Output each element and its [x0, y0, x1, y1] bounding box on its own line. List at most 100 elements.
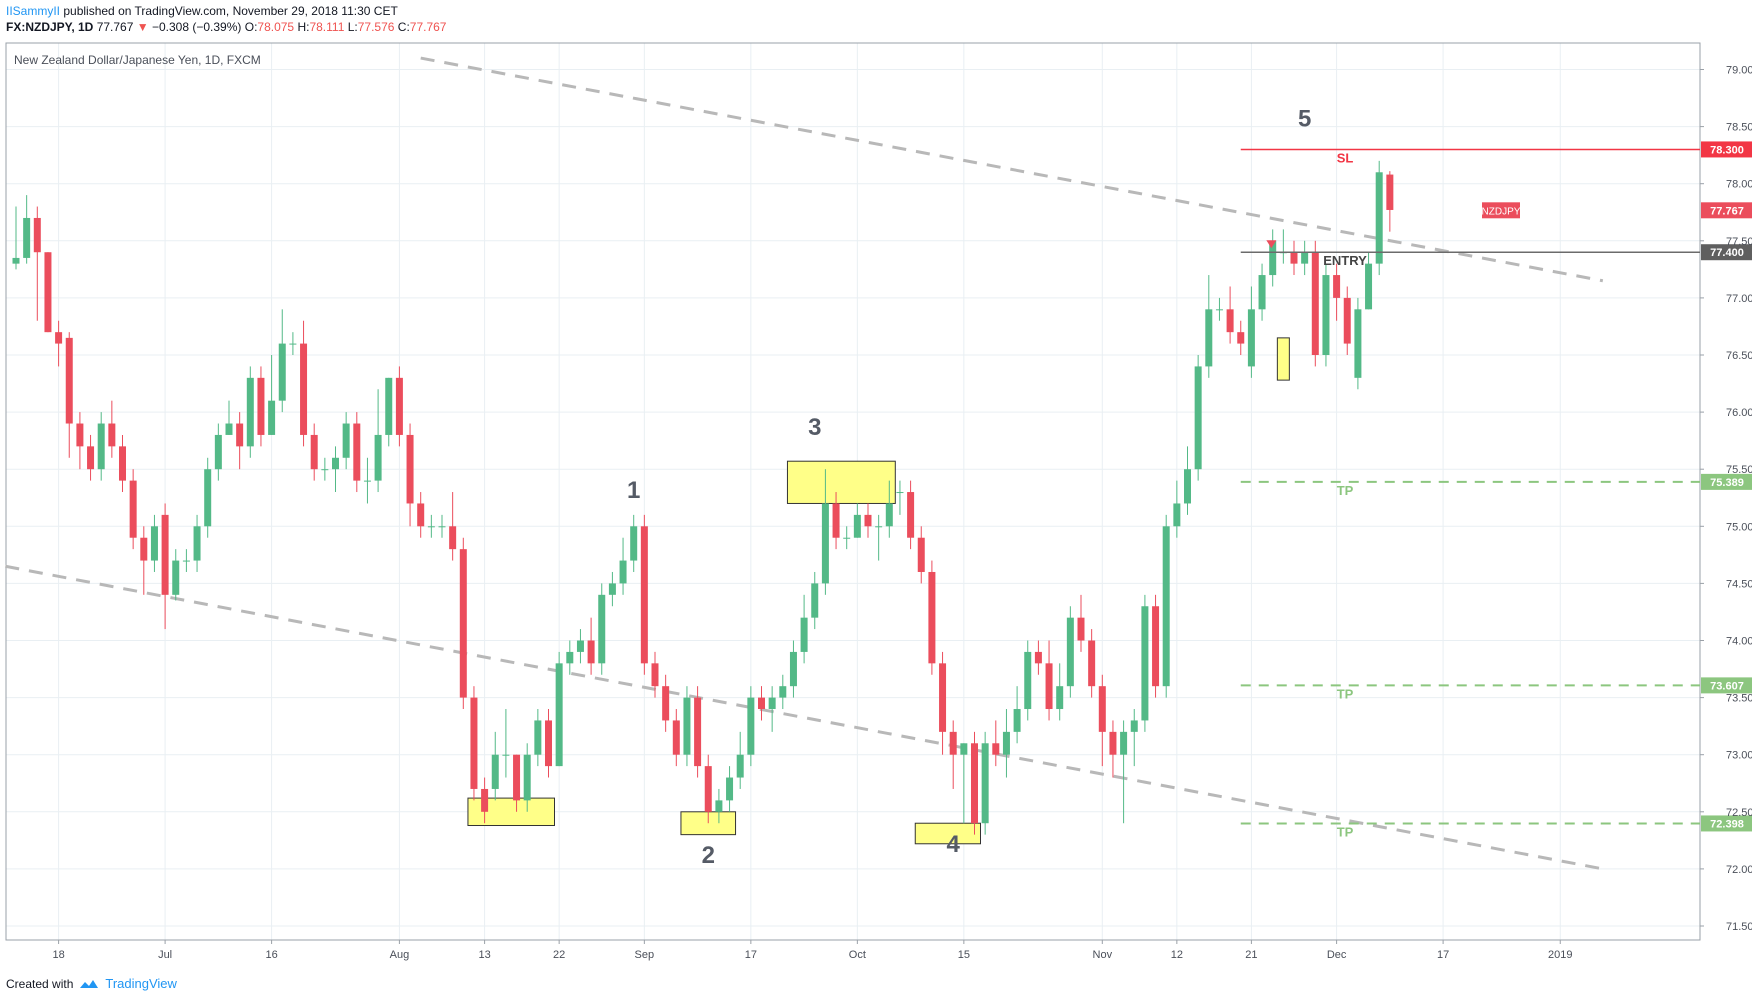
candle-body — [1024, 651, 1032, 710]
candle-body — [917, 537, 925, 572]
candle-body — [417, 503, 425, 527]
tradingview-logo-icon — [80, 979, 99, 988]
candle-body — [885, 503, 893, 527]
candle-body — [1088, 640, 1096, 687]
highlight-box — [467, 797, 556, 827]
candle-body — [1343, 297, 1351, 344]
candle-body — [257, 377, 265, 435]
price-tag — [1701, 141, 1752, 158]
candle-body — [1120, 731, 1128, 755]
y-tick-label: 78.000 — [1726, 179, 1752, 191]
candle-body — [33, 217, 41, 253]
y-tick-label: 75.500 — [1726, 464, 1752, 476]
x-tick-label: Sep — [635, 949, 655, 961]
last-price: 77.767 — [96, 20, 134, 34]
candle-body — [939, 663, 947, 732]
candle-body — [65, 337, 73, 424]
price-tag — [1701, 244, 1752, 261]
candle-body — [342, 423, 350, 458]
candle-body — [747, 697, 755, 755]
y-tick-label: 72.000 — [1726, 864, 1752, 876]
y-tick-label: 76.000 — [1726, 407, 1752, 419]
candle-body — [523, 754, 531, 801]
y-tick-label: 78.500 — [1726, 122, 1752, 134]
candle-body — [1162, 526, 1170, 687]
candle-body — [140, 537, 148, 561]
candle-body — [843, 537, 851, 539]
y-tick-label: 76.500 — [1726, 350, 1752, 362]
candle-body — [576, 640, 584, 652]
highlight-box — [1276, 337, 1290, 381]
candle-body — [630, 526, 638, 561]
y-tick-label: 72.500 — [1726, 807, 1752, 819]
x-tick-label: 13 — [478, 949, 490, 961]
price-tag-text: 72.398 — [1710, 818, 1744, 830]
price-tag-text: 77.400 — [1710, 247, 1744, 259]
x-tick-label: 12 — [1171, 949, 1183, 961]
candle-body — [23, 217, 31, 258]
candle-body — [1205, 309, 1213, 367]
price-tag-text: 73.607 — [1710, 680, 1744, 692]
candle-body — [768, 697, 776, 710]
y-tick-label: 77.500 — [1726, 236, 1752, 248]
tradingview-link[interactable]: TradingView — [105, 976, 177, 991]
candle-body — [1173, 503, 1181, 527]
candle-body — [129, 480, 137, 538]
candle-body — [928, 571, 936, 664]
x-tick-label: 2019 — [1548, 949, 1572, 961]
candle-body — [1333, 275, 1341, 298]
candle-body — [278, 343, 286, 401]
x-tick-label: Oct — [849, 949, 866, 961]
candle-body — [1269, 240, 1277, 276]
chart-title: New Zealand Dollar/Japanese Yen, 1D, FXC… — [14, 53, 261, 67]
candle-body — [1311, 252, 1319, 355]
candle-body — [300, 343, 308, 435]
candle-body — [875, 526, 883, 528]
close-label: C: — [397, 20, 410, 34]
candle-body — [726, 777, 734, 801]
highlight-box — [914, 822, 981, 845]
level-label: TP — [1337, 483, 1354, 498]
low-value: 77.576 — [357, 20, 395, 34]
candle-body — [470, 697, 478, 789]
y-tick-label: 71.500 — [1726, 921, 1752, 933]
candle-body — [811, 583, 819, 618]
candle-body — [662, 686, 670, 721]
candle-body — [555, 663, 563, 767]
candle-body — [1002, 731, 1010, 755]
last-price-tag — [1701, 202, 1752, 219]
x-tick-label: 16 — [265, 949, 277, 961]
x-tick-label: 15 — [958, 949, 970, 961]
candle-body — [1066, 617, 1074, 687]
candle-body — [907, 492, 915, 538]
candle-body — [1386, 174, 1394, 210]
candle-body — [268, 400, 276, 435]
candle-body — [981, 743, 989, 824]
level-label: ENTRY — [1323, 253, 1367, 268]
candle-body — [1322, 275, 1330, 355]
level-label: TP — [1337, 824, 1354, 839]
level-label: SL — [1337, 150, 1354, 165]
high-value: 78.111 — [309, 20, 345, 34]
change-value: −0.308 (−0.39%) — [151, 20, 242, 34]
candle-body — [289, 343, 297, 345]
x-tick-label: Jul — [158, 949, 172, 961]
candle-body — [534, 720, 542, 755]
candle-body — [449, 526, 457, 550]
level-label: TP — [1337, 686, 1354, 701]
candle-body — [161, 514, 169, 595]
candle-body — [406, 434, 414, 504]
publish-text: published on TradingView.com, November 2… — [63, 4, 398, 18]
candle-body — [1045, 663, 1053, 710]
candle-body — [55, 332, 63, 344]
author-link[interactable]: IISammyII — [6, 4, 61, 18]
x-tick-label: 21 — [1245, 949, 1257, 961]
candle-body — [172, 560, 180, 595]
candle-body — [598, 594, 606, 664]
down-arrow-icon: ▼ — [136, 20, 149, 34]
candle-body — [150, 526, 158, 561]
candle-body — [971, 743, 978, 824]
wave-label: 3 — [808, 414, 821, 441]
candle-body — [395, 377, 403, 435]
